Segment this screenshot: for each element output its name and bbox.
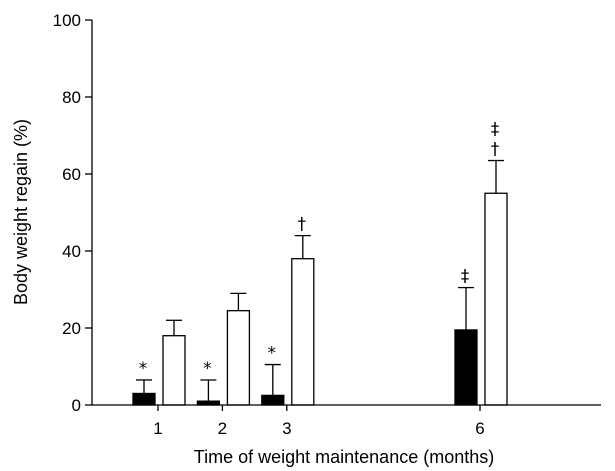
y-axis-label: Body weight regain (%) <box>11 119 31 305</box>
bar <box>261 394 285 406</box>
y-tick-label: 20 <box>62 319 81 338</box>
significance-markers: * **‡††‡ <box>139 120 500 379</box>
significance-marker: * <box>139 359 148 379</box>
bar <box>226 310 251 406</box>
y-tick-label: 60 <box>62 165 81 184</box>
bar <box>484 192 508 406</box>
significance-marker: ‡ <box>461 267 470 287</box>
significance-marker: ‡ <box>491 120 500 140</box>
y-tick-label: 40 <box>62 242 81 261</box>
x-tick-label: 6 <box>475 419 484 438</box>
significance-marker: † <box>491 140 500 160</box>
bar <box>132 392 156 406</box>
bars <box>132 192 508 406</box>
x-axis-ticks: 1 2 3 6 <box>153 405 485 438</box>
y-axis-ticks: 0 20 40 60 80 100 <box>53 11 92 415</box>
significance-marker: † <box>298 215 307 235</box>
bar <box>454 329 478 406</box>
significance-marker: * <box>203 359 212 379</box>
bar <box>162 335 186 406</box>
error-bars <box>136 159 504 402</box>
x-axis-label: Time of weight maintenance (months) <box>194 447 494 467</box>
y-tick-label: 100 <box>53 11 81 30</box>
x-tick-label: 3 <box>282 419 291 438</box>
bar <box>291 258 315 406</box>
y-tick-label: 0 <box>72 396 81 415</box>
x-tick-label: 2 <box>218 419 227 438</box>
y-tick-label: 80 <box>62 88 81 107</box>
significance-marker: * <box>268 344 277 364</box>
x-tick-label: 1 <box>153 419 162 438</box>
